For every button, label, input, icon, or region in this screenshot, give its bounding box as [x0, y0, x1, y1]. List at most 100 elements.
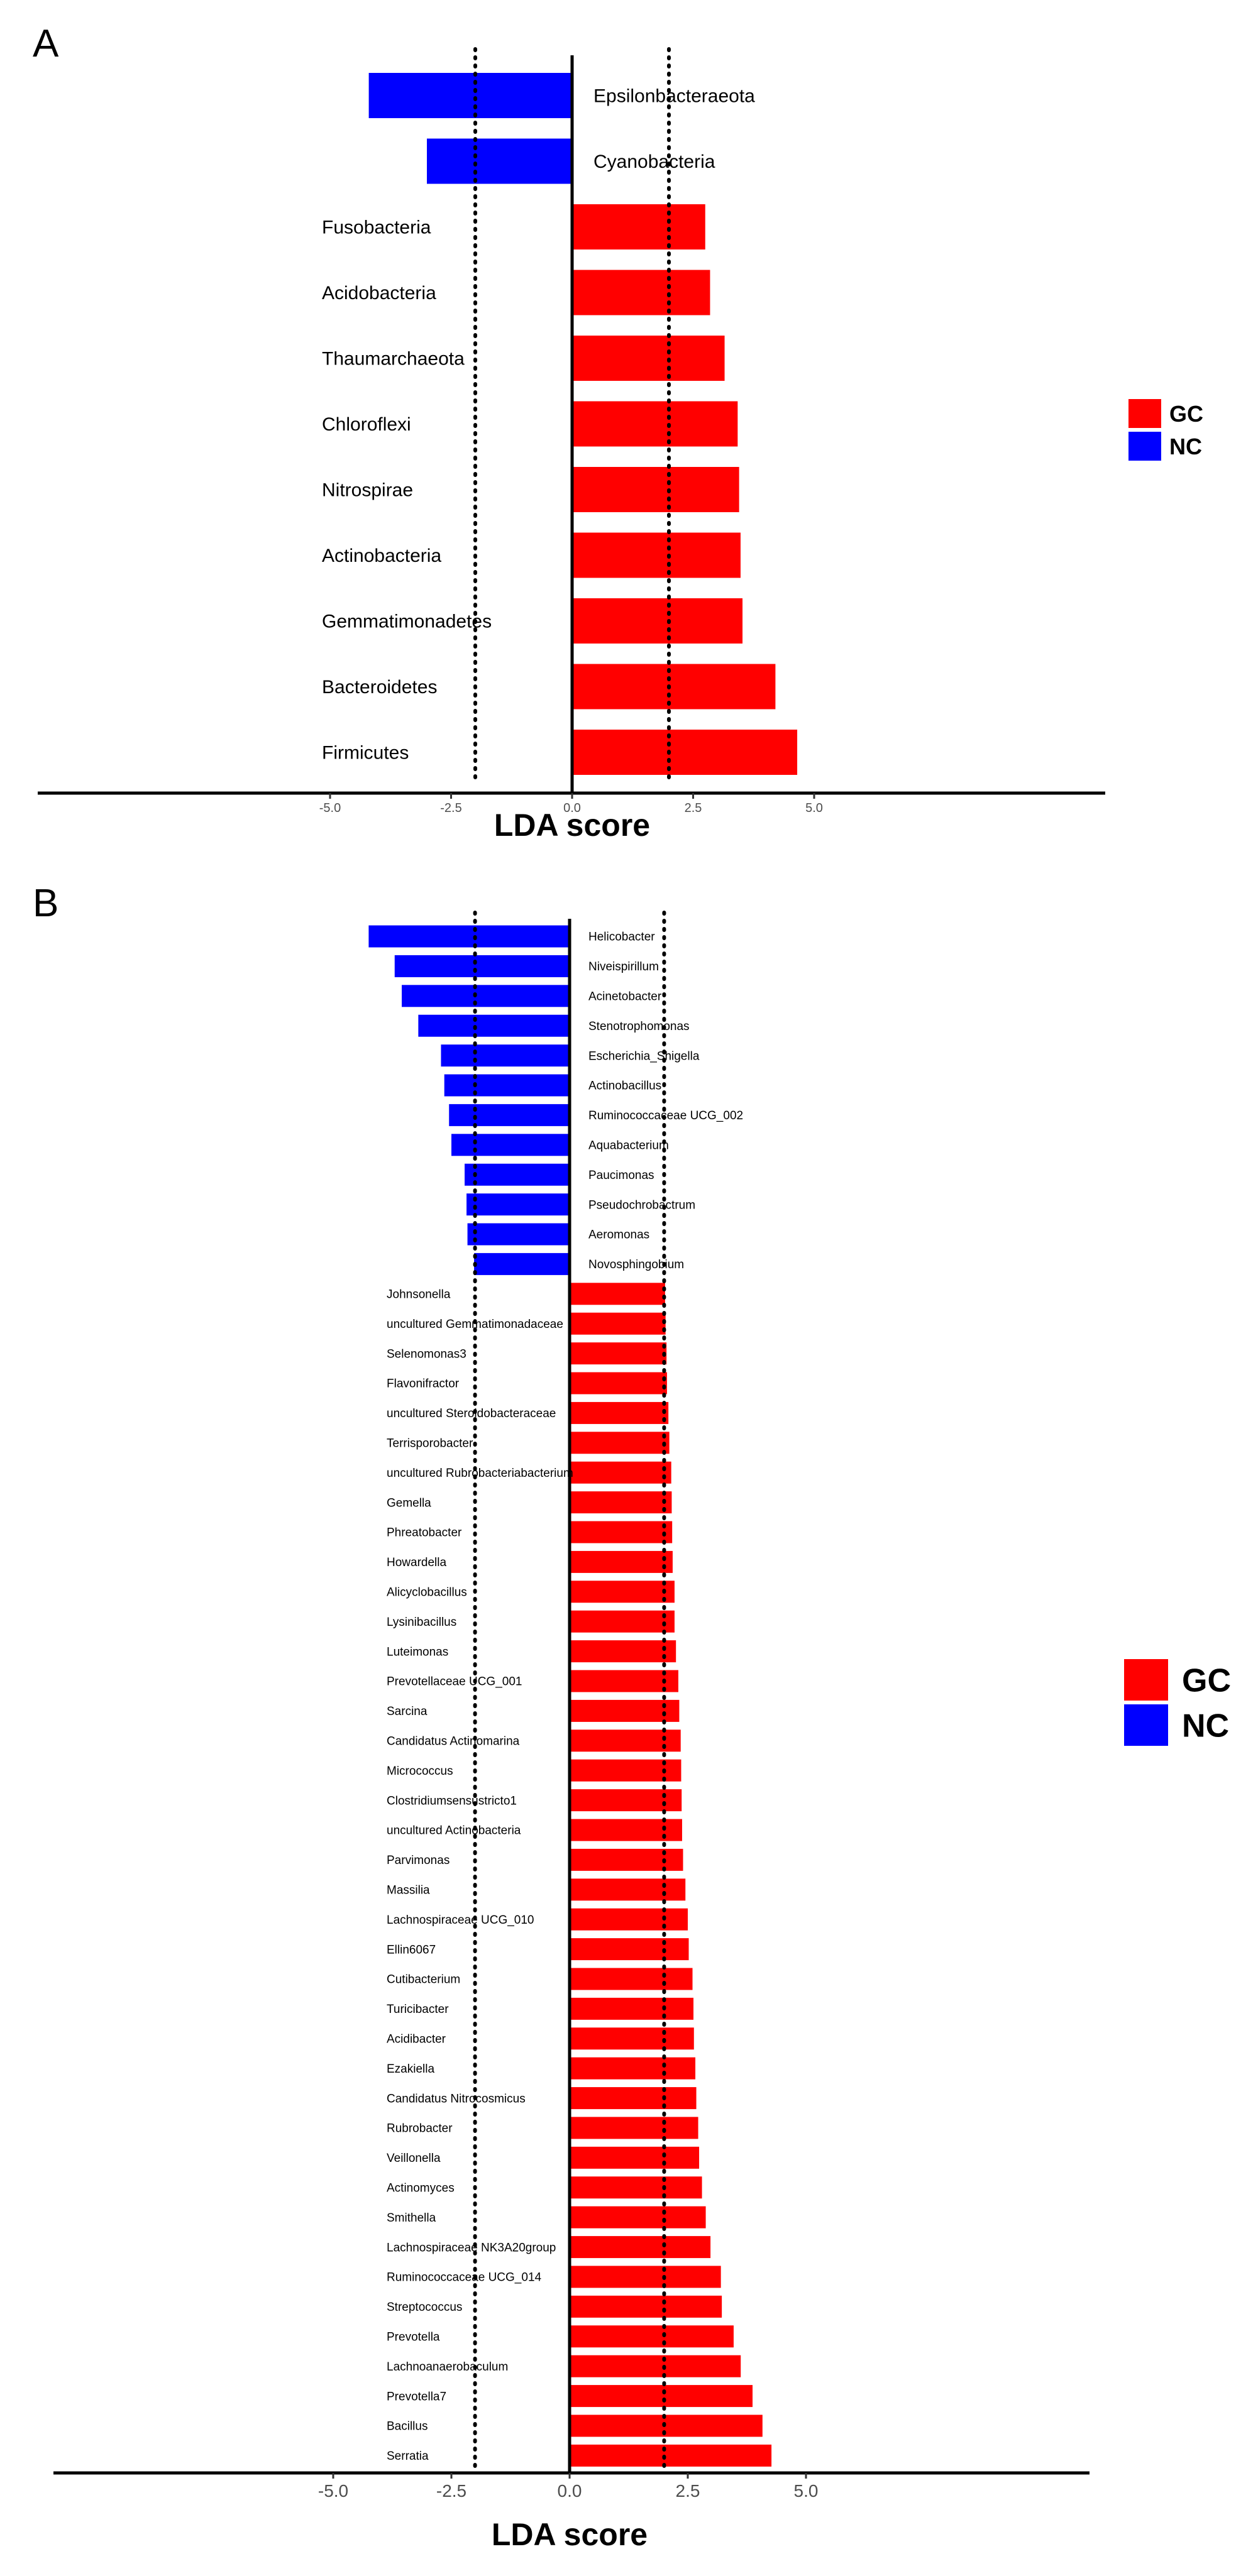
- bar-acidobacteria: [572, 270, 710, 315]
- bar-label: uncultured Rubrobacteriabacterium: [387, 1467, 573, 1480]
- panel-a-legend: GC NC: [1128, 399, 1203, 461]
- bar-ruminococcaceae-ucg-002: [449, 1104, 570, 1126]
- panel-a-bars: Epsilonbacteraeota Cyanobacteria Fusobacte…: [322, 73, 798, 775]
- panel-a-axis: -5.0 -2.5 0.0 2.5 5.0: [38, 47, 1105, 815]
- panel-b-legend-nc-swatch: [1124, 1704, 1168, 1746]
- panel-a-legend-gc-label: GC: [1169, 401, 1203, 427]
- panel-b-letter: B: [33, 882, 58, 925]
- bar-sarcina: [570, 1699, 680, 1722]
- bar-prevotella: [570, 2325, 734, 2348]
- panel-b-x-axis-title: LDA score: [492, 2517, 648, 2552]
- bar-label: Gemmatimonadetes: [322, 611, 492, 632]
- bar-label: Pseudochrobactrum: [588, 1198, 695, 1212]
- bar-ellin6067: [570, 1938, 689, 1961]
- panel-b: B Helicobacter Niveispirillum Acinetobacte…: [33, 882, 1231, 2552]
- bar-gemella: [570, 1491, 672, 1514]
- bar-label: Sarcina: [387, 1705, 428, 1718]
- bar-label: Ezakiella: [387, 2063, 434, 2076]
- bar-label: Alicyclobacillus: [387, 1586, 467, 1599]
- bar-cutibacterium: [570, 1968, 693, 1990]
- panel-a-letter: A: [33, 22, 59, 65]
- bar-streptococcus: [570, 2295, 722, 2318]
- bar-clostridiumsensustricto1: [570, 1789, 682, 1812]
- bar-label: uncultured Steroidobacteraceae: [387, 1407, 556, 1420]
- bar-label: Actinobacteria: [322, 545, 441, 566]
- bar-paucimonas: [465, 1163, 570, 1186]
- bar-label: uncultured Gemmatimonadaceae: [387, 1318, 563, 1331]
- bar-bacteroidetes: [572, 664, 776, 710]
- bar-pseudochrobactrum: [466, 1193, 570, 1216]
- bar-ezakiella: [570, 2057, 696, 2080]
- bar-label: Turicibacter: [387, 2003, 449, 2016]
- bar-label: Bacteroidetes: [322, 677, 437, 698]
- bar-label: Acinetobacter: [588, 990, 662, 1003]
- bar-luteimonas: [570, 1640, 676, 1663]
- bar-turicibacter: [570, 1997, 694, 2020]
- bar-novosphingobium: [474, 1252, 570, 1275]
- x-tick-label: -2.5: [436, 2481, 466, 2501]
- panel-b-legend-nc-label: NC: [1182, 1707, 1229, 1744]
- bar-massilia: [570, 1878, 686, 1901]
- bar-candidatus-actinomarina: [570, 1729, 681, 1752]
- panel-a-legend-nc-swatch: [1128, 432, 1161, 461]
- bar-label: Gemella: [387, 1496, 431, 1510]
- bar-alicyclobacillus: [570, 1581, 675, 1603]
- bar-label: Flavonifractor: [387, 1378, 460, 1391]
- bar-escherichia-shigella: [441, 1044, 570, 1067]
- bar-actinomyces: [570, 2176, 702, 2199]
- bar-epsilonbacteraeota: [368, 73, 572, 118]
- bar-label: Selenomonas3: [387, 1347, 466, 1361]
- bar-label: Streptococcus: [387, 2301, 462, 2314]
- bar-chloroflexi: [572, 401, 738, 447]
- bar-uncultured-gemmatimonadaceae: [570, 1312, 666, 1335]
- bar-label: Lachnospiraceae UCG_010: [387, 1914, 534, 1927]
- bar-label: Firmicutes: [322, 743, 409, 764]
- panel-b-axis: -5.0 -2.5 0.0 2.5 5.0: [53, 911, 1090, 2501]
- bar-label: Clostridiumsensustricto1: [387, 1794, 517, 1807]
- bar-label: Prevotella7: [387, 2390, 446, 2403]
- bar-aquabacterium: [451, 1134, 570, 1156]
- bar-label: Aquabacterium: [588, 1139, 669, 1152]
- panel-a: A Epsilonbacteraeota Cyanobacteria Fusobac…: [33, 22, 1203, 843]
- bar-label: Escherichia_Shigella: [588, 1050, 700, 1063]
- bar-label: Lysinibacillus: [387, 1616, 456, 1629]
- bar-phreatobacter: [570, 1521, 673, 1543]
- bar-label: Bacillus: [387, 2420, 428, 2433]
- bar-label: Nitrospirae: [322, 480, 413, 501]
- bar-label: Parvimonas: [387, 1854, 450, 1867]
- x-tick-label: -2.5: [440, 801, 461, 815]
- bar-flavonifractor: [570, 1372, 667, 1395]
- bar-label: uncultured Actinobacteria: [387, 1824, 521, 1838]
- bar-label: Smithella: [387, 2212, 436, 2225]
- panel-a-legend-nc-label: NC: [1169, 434, 1202, 459]
- bar-prevotellaceae-ucg-001: [570, 1670, 678, 1692]
- bar-label: Luteimonas: [387, 1645, 448, 1658]
- bar-lachnospiraceae-ucg-010: [570, 1908, 688, 1931]
- bar-aeromonas: [467, 1223, 570, 1246]
- bar-label: Helicobacter: [588, 931, 655, 944]
- bar-niveispirillum: [394, 955, 570, 977]
- bar-acinetobacter: [402, 985, 570, 1007]
- bar-label: Lachnospiraceae NK3A20group: [387, 2241, 556, 2254]
- bar-nitrospirae: [572, 467, 739, 512]
- bar-label: Novosphingobium: [588, 1258, 684, 1271]
- panel-b-legend: GC NC: [1124, 1659, 1231, 1746]
- bar-parvimonas: [570, 1848, 683, 1871]
- bar-label: Rubrobacter: [387, 2122, 453, 2135]
- bar-ruminococcaceae-ucg-014: [570, 2266, 721, 2288]
- bar-label: Candidatus Nitrocosmicus: [387, 2092, 526, 2105]
- bar-lachnospiraceae-nk3a20group: [570, 2236, 711, 2259]
- bar-label: Chloroflexi: [322, 414, 411, 435]
- bar-label: Thaumarchaeota: [322, 349, 465, 370]
- x-tick-label: 0.0: [563, 801, 581, 815]
- x-tick-label: 0.0: [558, 2481, 582, 2501]
- bar-label: Aeromonas: [588, 1229, 649, 1242]
- bar-johnsonella: [570, 1283, 665, 1305]
- bar-firmicutes: [572, 730, 798, 775]
- x-tick-label: 2.5: [676, 2481, 700, 2501]
- bar-label: Acidibacter: [387, 2032, 446, 2046]
- bar-stenotrophomonas: [418, 1014, 570, 1037]
- bar-prevotella7: [570, 2385, 753, 2408]
- bar-uncultured-steroidobacteraceae: [570, 1401, 669, 1424]
